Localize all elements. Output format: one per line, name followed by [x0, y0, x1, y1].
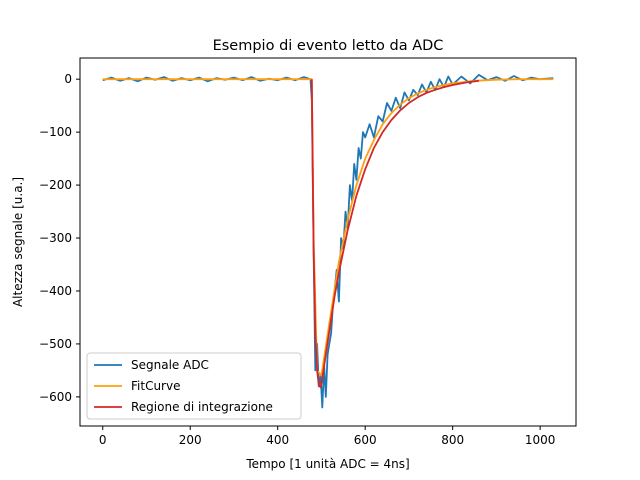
- y-tick-label: −600: [39, 390, 72, 404]
- x-tick-label: 1000: [525, 433, 556, 447]
- x-axis: 0 200 400 600 800 1000: [99, 426, 555, 447]
- x-tick-label: 400: [266, 433, 289, 447]
- chart-title: Esempio di evento letto da ADC: [213, 38, 444, 54]
- y-tick-label: −200: [39, 178, 72, 192]
- series-line-3: [310, 79, 480, 389]
- y-tick-label: −100: [39, 125, 72, 139]
- y-axis-label: Altezza segnale [u.a.]: [11, 177, 25, 307]
- x-tick-label: 200: [179, 433, 202, 447]
- plot-frame: [79, 57, 577, 427]
- plot-lines: [102, 74, 554, 409]
- y-tick-label: −500: [39, 337, 72, 351]
- legend-box: [86, 352, 302, 420]
- x-tick-label: 600: [354, 433, 377, 447]
- y-axis: 0 −100 −200 −300 −400 −500 −600: [39, 72, 80, 404]
- y-tick-label: 0: [64, 72, 72, 86]
- legend: Segnale ADC FitCurve Regione di integrazio…: [86, 352, 302, 420]
- x-tick-label: 800: [441, 433, 464, 447]
- y-tick-label: −300: [39, 231, 72, 245]
- series-line-2: [102, 78, 554, 377]
- legend-label-2: FitCurve: [131, 379, 180, 393]
- legend-label-1: Segnale ADC: [131, 358, 209, 372]
- legend-label-3: Regione di integrazione: [131, 400, 273, 414]
- x-tick-label: 0: [99, 433, 107, 447]
- x-axis-label: Tempo [1 unità ADC = 4ns]: [245, 457, 409, 471]
- y-tick-label: −400: [39, 284, 72, 298]
